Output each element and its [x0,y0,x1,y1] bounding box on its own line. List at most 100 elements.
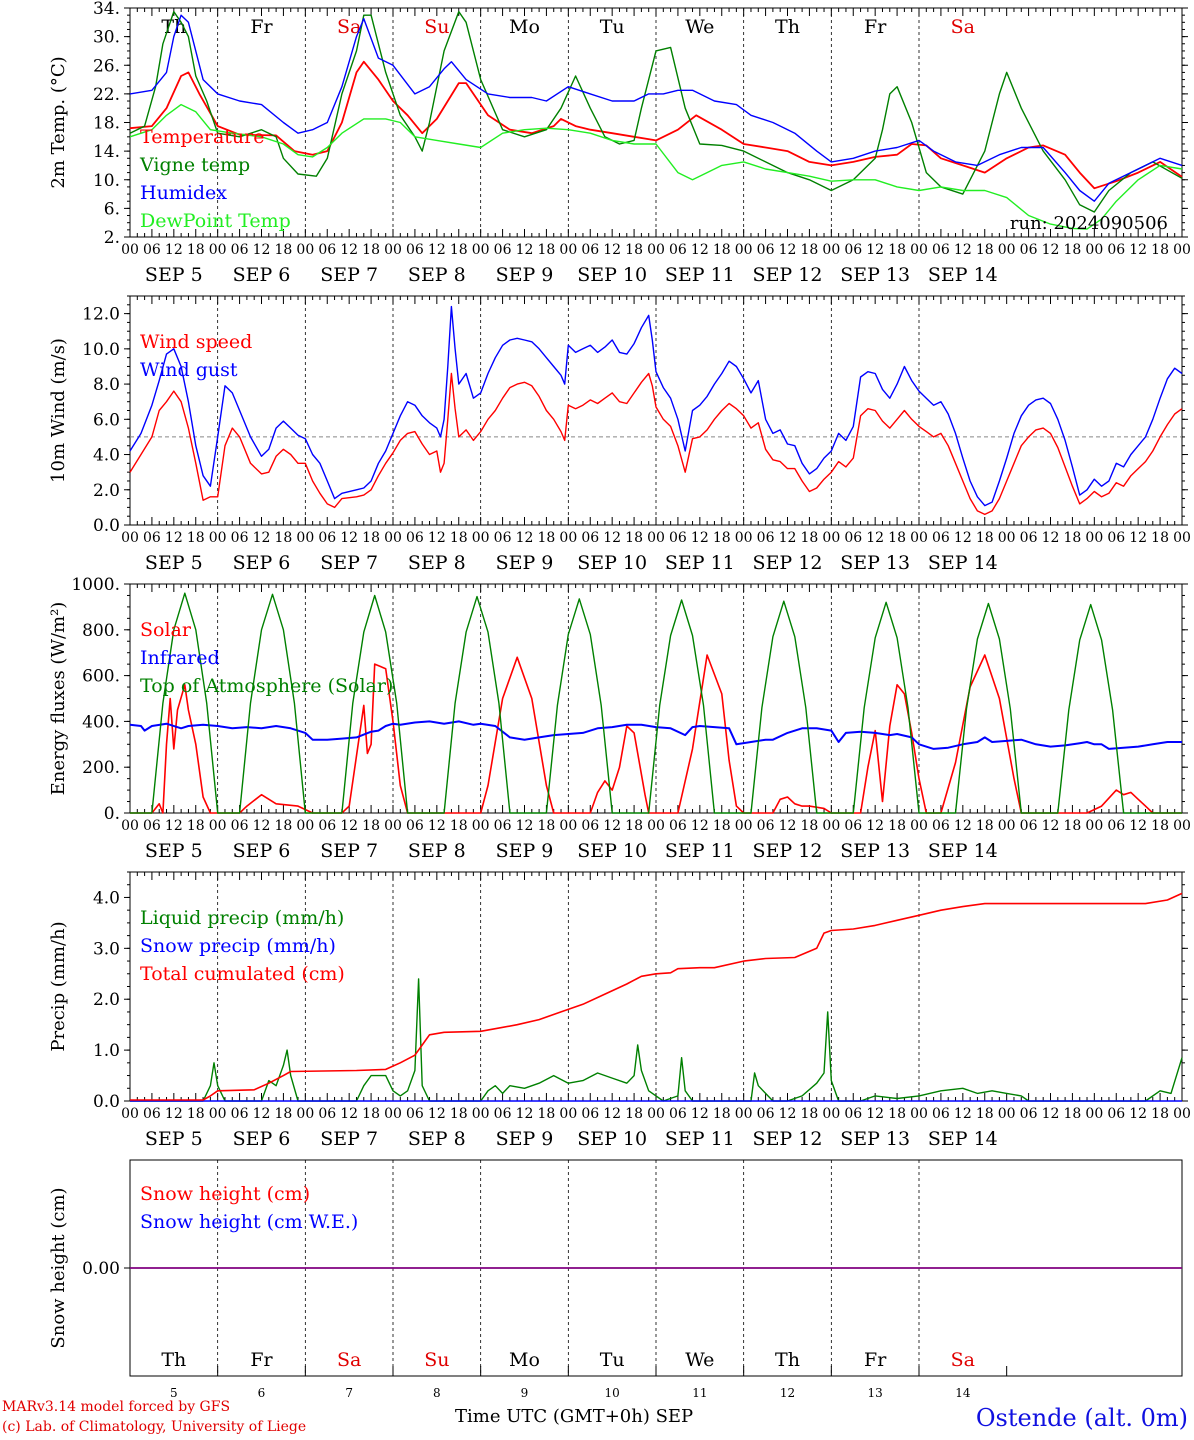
date-label: SEP 5 [145,840,203,862]
legend-entry: Infrared [140,647,220,669]
hour-tick-label: 00 [472,242,490,258]
day-abbr-label: Tu [600,16,625,38]
hour-tick-label: 00 [910,818,928,834]
hour-tick-label: 12 [691,242,709,258]
series-line-vigne-temp [129,10,1183,213]
hour-tick-label: 18 [538,818,556,834]
day-abbr-label: Tu [600,1349,625,1371]
y-tick-label: 4.0 [93,888,120,908]
hour-tick-label: 00 [121,818,139,834]
hour-tick-label: 18 [1151,242,1169,258]
date-label: SEP 5 [145,264,203,286]
hour-tick-label: 12 [428,530,446,546]
hour-tick-label: 00 [384,818,402,834]
hour-tick-label: 12 [1042,1106,1060,1122]
hour-tick-label: 12 [603,530,621,546]
hour-tick-label: 18 [888,530,906,546]
date-label: SEP 14 [928,840,998,862]
legend-entry: Temperature [140,126,264,148]
hour-tick-label: 06 [844,242,862,258]
hour-tick-label: 06 [406,242,424,258]
hour-tick-label: 06 [1107,1106,1125,1122]
hour-tick-label: 06 [757,242,775,258]
hour-tick-label: 18 [275,1106,293,1122]
legend-entry: Snow height (cm W.E.) [140,1211,358,1233]
day-abbr-label: Th [775,1349,800,1371]
hour-tick-label: 18 [362,242,380,258]
hour-tick-label: 06 [318,242,336,258]
hour-tick-label: 18 [187,530,205,546]
hour-tick-label: 00 [559,818,577,834]
day-abbr-label: Th [161,1349,186,1371]
hour-tick-label: 12 [954,818,972,834]
x-axis-title: Time UTC (GMT+0h) SEP [455,1406,694,1427]
y-tick-label: 800. [82,621,120,641]
hour-tick-label: 12 [253,242,271,258]
hour-tick-label: 18 [1064,818,1082,834]
hour-tick-label: 18 [713,818,731,834]
hour-tick-label: 00 [384,242,402,258]
y-tick-label: 400. [82,712,120,732]
hour-tick-label: 18 [625,242,643,258]
hour-tick-label: 12 [516,1106,534,1122]
date-label: SEP 7 [320,552,378,574]
date-label: SEP 12 [753,840,823,862]
date-label: SEP 13 [840,1128,910,1150]
day-abbr-label: Mo [509,16,540,38]
hour-tick-label: 12 [165,530,183,546]
series-line-solar [130,654,1182,814]
hour-tick-label: 06 [406,530,424,546]
date-label: SEP 13 [840,552,910,574]
hour-tick-label: 12 [516,242,534,258]
y-tick-label: 14. [93,142,120,162]
hour-tick-label: 06 [669,530,687,546]
y-tick-label: 0.0 [93,516,120,536]
hour-tick-label: 18 [976,242,994,258]
hour-tick-label: 00 [559,530,577,546]
hour-tick-label: 06 [932,1106,950,1122]
hour-tick-label: 06 [844,1106,862,1122]
day-abbr-label: Fr [864,16,887,38]
date-label: SEP 12 [753,264,823,286]
hour-tick-label: 18 [1151,818,1169,834]
hour-tick-label: 06 [406,818,424,834]
hour-tick-label: 00 [296,530,314,546]
hour-tick-label: 18 [801,242,819,258]
date-label: SEP 13 [840,264,910,286]
hour-tick-label: 12 [340,1106,358,1122]
hour-tick-label: 12 [253,1106,271,1122]
hour-tick-label: 18 [625,818,643,834]
hour-tick-label: 06 [143,1106,161,1122]
hour-tick-label: 00 [209,818,227,834]
date-label: SEP 14 [928,552,998,574]
hour-tick-label: 12 [866,818,884,834]
hour-tick-label: 18 [1151,1106,1169,1122]
hour-tick-label: 06 [1020,1106,1038,1122]
y-tick-label: 30. [93,28,120,48]
y-tick-label: 1000. [71,575,120,595]
y-tick-label: 2.0 [93,990,120,1010]
day-abbr-label: Su [424,1349,449,1371]
hour-tick-label: 18 [1151,530,1169,546]
hour-tick-label: 06 [143,242,161,258]
date-label: SEP 6 [233,1128,291,1150]
date-label: SEP 13 [840,840,910,862]
y-tick-label: 10. [93,171,120,191]
hour-tick-label: 06 [932,242,950,258]
hour-tick-label: 18 [801,1106,819,1122]
y-tick-label: 4.0 [93,446,120,466]
hour-tick-label: 06 [318,1106,336,1122]
hour-tick-label: 00 [647,530,665,546]
y-tick-label: 26. [93,56,120,76]
day-number-label: 8 [433,1386,441,1400]
y-tick-label: 600. [82,667,120,687]
hour-tick-label: 12 [428,1106,446,1122]
y-axis-title: Snow height (cm) [48,1187,69,1348]
day-number-label: 5 [170,1386,178,1400]
date-label: SEP 9 [496,1128,554,1150]
legend-entry: Wind gust [140,359,238,381]
hour-tick-label: 18 [625,1106,643,1122]
legend-entry: Vigne temp [139,154,250,176]
hour-tick-label: 00 [998,530,1016,546]
day-abbr-label: Mo [509,1349,540,1371]
